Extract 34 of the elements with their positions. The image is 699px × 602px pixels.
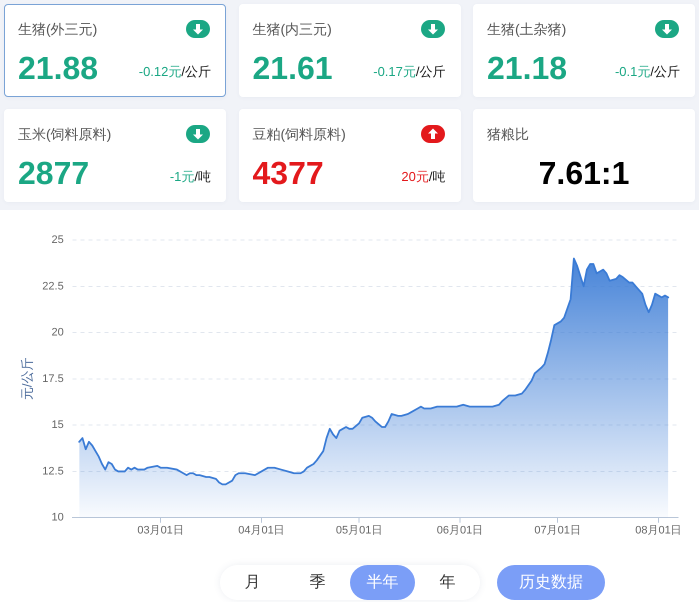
y-tick-label: 25: [51, 234, 64, 246]
category-label: 玉米(饲料原料): [18, 125, 112, 143]
data-label: 2877: [18, 154, 90, 192]
category-label: 生猪(土杂猪): [487, 20, 566, 38]
data-label: -0.1元/公斤: [614, 64, 680, 79]
data-label: 21.88: [18, 49, 98, 87]
y-tick-label: 22.5: [42, 280, 64, 292]
x-tick-label: 06月01日: [436, 524, 484, 536]
data-label: -0.17元/公斤: [373, 64, 446, 79]
x-tick-label: 03月01日: [137, 524, 184, 536]
x-tick-label: 05月01日: [336, 524, 382, 536]
data-label: 7.61:1: [538, 154, 630, 192]
y-tick-label: 15: [51, 419, 64, 432]
x-tick-label: 07月01日: [534, 524, 581, 536]
y-tick-label: 20: [51, 326, 64, 339]
y-tick-label: 10: [51, 512, 64, 524]
y-axis-title: 元/公斤: [19, 358, 34, 400]
tab[interactable]: 季: [285, 565, 350, 600]
tab[interactable]: 年: [415, 565, 480, 600]
data-label: -1元/吨: [170, 169, 211, 184]
category-label: 豆粕(饲料原料): [252, 125, 346, 143]
data-label: -0.12元/公斤: [138, 64, 211, 79]
category-label: 猪粮比: [487, 125, 529, 143]
category-label: 生猪(内三元): [252, 20, 332, 38]
data-label: 20元/吨: [401, 169, 446, 184]
data-label: 4377: [252, 154, 324, 192]
data-label: 21.61: [252, 49, 333, 87]
category-label: 生猪(外三元): [18, 20, 98, 38]
x-tick-label: 08月01日: [635, 524, 682, 536]
y-tick-label: 17.5: [42, 372, 64, 385]
data-label: 21.18: [487, 49, 568, 87]
tab[interactable]: 月: [220, 565, 285, 600]
x-tick-label: 04月01日: [238, 524, 285, 536]
y-tick-label: 12.5: [42, 465, 64, 478]
